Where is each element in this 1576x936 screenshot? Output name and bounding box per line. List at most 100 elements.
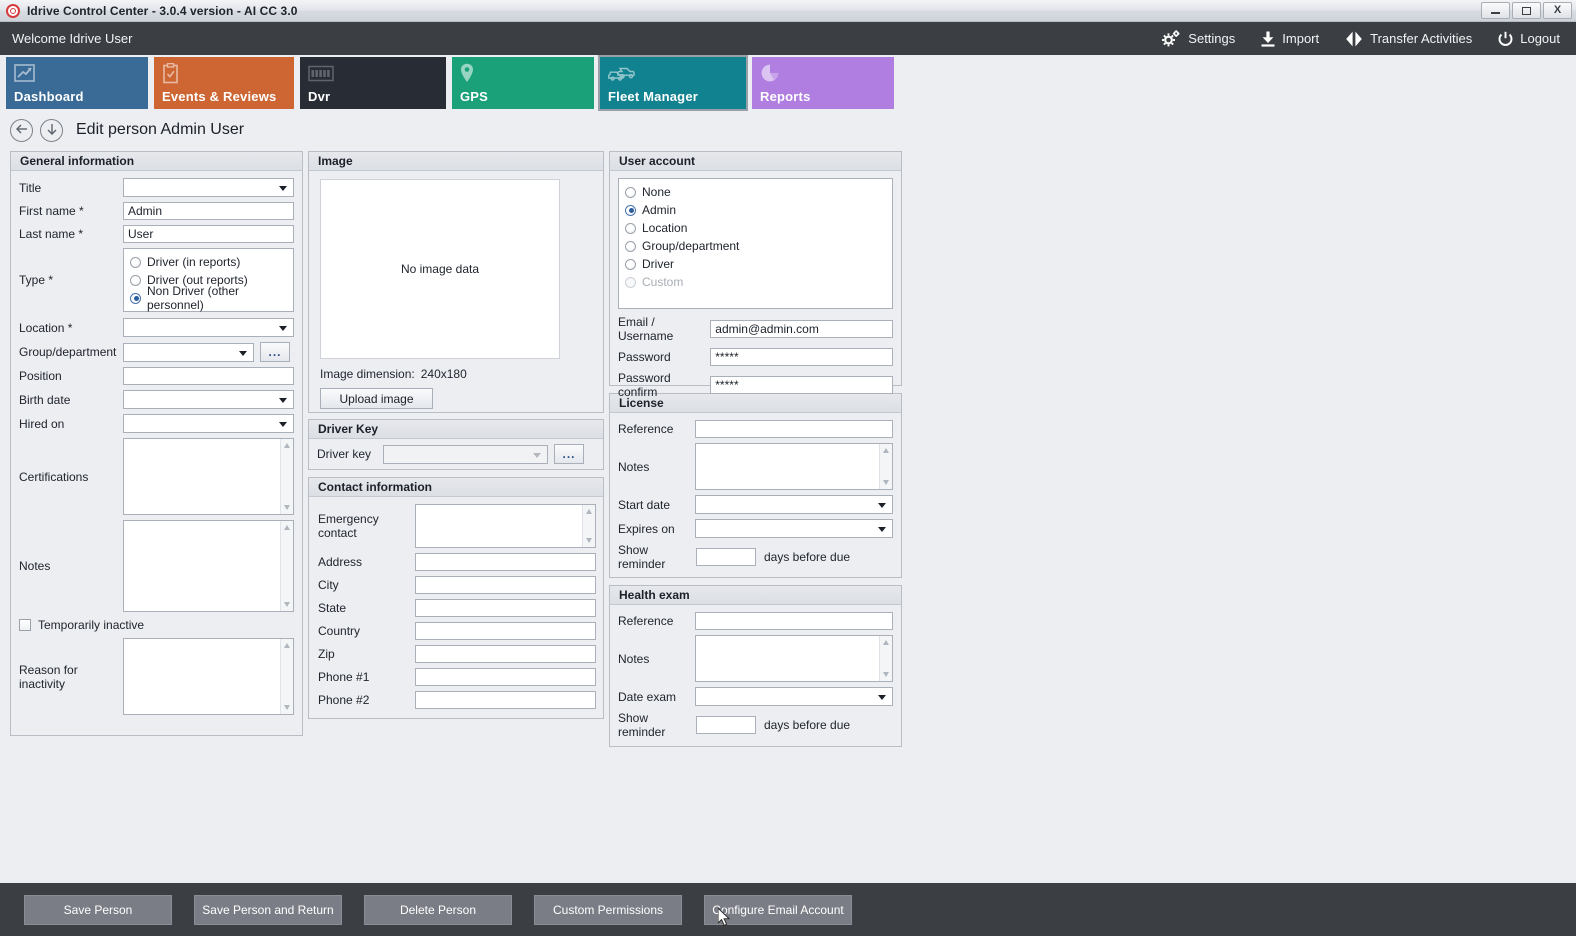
back-button[interactable] (10, 118, 33, 142)
scroll-down-icon (586, 538, 592, 543)
location-select[interactable] (123, 318, 294, 337)
page-title: Edit person Admin User (76, 121, 245, 138)
transfer-activities-button[interactable]: Transfer Activities (1345, 31, 1472, 47)
license-reference-input[interactable] (695, 420, 893, 438)
phone-2-input[interactable] (415, 691, 596, 709)
main-navigation: Dashboard Events & Reviews Dvr GPS (0, 55, 1576, 113)
contact-information-panel: Contact information Emergency contact Ad… (308, 477, 604, 719)
nav-tab-gps[interactable]: GPS (452, 57, 594, 109)
health-reminder-label: Show reminder (618, 711, 666, 739)
nav-tab-events-reviews-label: Events & Reviews (162, 89, 277, 104)
health-reminder-input[interactable] (696, 716, 756, 734)
notes-textarea[interactable] (123, 520, 294, 612)
nav-tab-fleet-manager[interactable]: Fleet Manager (598, 55, 748, 111)
health-reference-input[interactable] (695, 612, 893, 630)
last-name-input[interactable] (123, 225, 294, 243)
driver-key-select[interactable] (383, 444, 548, 464)
password-input[interactable] (710, 348, 893, 366)
nav-tab-dashboard[interactable]: Dashboard (6, 57, 148, 109)
window-controls: X (1481, 2, 1572, 19)
configure-email-account-button[interactable]: Configure Email Account (704, 894, 852, 925)
health-date-exam-select[interactable] (695, 687, 893, 706)
license-start-date-select[interactable] (695, 495, 893, 514)
group-department-select[interactable] (123, 342, 254, 362)
title-select[interactable] (123, 178, 294, 197)
email-username-input[interactable] (710, 320, 893, 338)
driver-key-browse-button[interactable]: ... (554, 444, 584, 464)
upload-image-button[interactable]: Upload image (320, 388, 433, 409)
license-notes-textarea[interactable] (695, 443, 893, 490)
import-button[interactable]: Import (1261, 31, 1319, 47)
map-pin-icon (460, 62, 594, 84)
delete-person-button[interactable]: Delete Person (364, 894, 512, 925)
pie-chart-icon (760, 62, 894, 84)
group-department-browse-button[interactable]: ... (260, 342, 290, 362)
nav-tab-events-reviews[interactable]: Events & Reviews (154, 57, 294, 109)
license-notes-label: Notes (618, 459, 650, 474)
logout-label: Logout (1520, 31, 1560, 46)
zip-label: Zip (318, 647, 335, 661)
role-option-group-department[interactable]: Group/department (625, 237, 886, 255)
state-input[interactable] (415, 599, 596, 617)
scrollbar[interactable] (280, 521, 293, 611)
chart-arrow-icon (14, 62, 148, 84)
top-toolbar: Welcome Idrive User Settings (0, 22, 1576, 55)
birth-date-select[interactable] (123, 390, 294, 409)
nav-tab-reports[interactable]: Reports (752, 57, 894, 109)
type-option-driver-out-reports[interactable]: Driver (out reports) (130, 271, 287, 289)
logout-button[interactable]: Logout (1498, 31, 1560, 47)
custom-permissions-button[interactable]: Custom Permissions (534, 894, 682, 925)
reason-for-inactivity-textarea[interactable] (123, 638, 294, 715)
toolbar-actions: Settings Import (1161, 30, 1568, 47)
first-name-label: First name * (19, 204, 84, 218)
license-reminder-input[interactable] (696, 548, 756, 566)
type-option-non-driver[interactable]: Non Driver (other personnel) (130, 284, 287, 312)
role-option-driver[interactable]: Driver (625, 255, 886, 273)
driver-key-panel: Driver Key Driver key ... (308, 419, 604, 470)
save-person-and-return-button[interactable]: Save Person and Return (194, 894, 342, 925)
scrollbar[interactable] (879, 636, 892, 681)
city-input[interactable] (415, 576, 596, 594)
image-dimension-value: 240x180 (420, 367, 467, 381)
zip-input[interactable] (415, 645, 596, 663)
country-input[interactable] (415, 622, 596, 640)
collapse-button[interactable] (40, 118, 63, 142)
phone-1-input[interactable] (415, 668, 596, 686)
health-reminder-suffix: days before due (764, 718, 851, 732)
reason-for-inactivity-label: Reason for inactivity (19, 662, 78, 691)
temporarily-inactive-checkbox[interactable]: Temporarily inactive (19, 618, 144, 632)
radio-icon (130, 274, 141, 286)
role-option-location[interactable]: Location (625, 219, 886, 237)
scrollbar[interactable] (280, 639, 293, 714)
save-person-button[interactable]: Save Person (24, 894, 172, 925)
close-button[interactable]: X (1543, 2, 1572, 19)
role-option-none[interactable]: None (625, 183, 886, 201)
scrollbar[interactable] (582, 505, 595, 547)
scroll-up-icon (586, 509, 592, 514)
license-expires-on-select[interactable] (695, 519, 893, 538)
nav-tab-dvr[interactable]: Dvr (300, 57, 446, 109)
scroll-down-icon (883, 672, 889, 677)
minimize-button[interactable] (1481, 2, 1510, 19)
first-name-input[interactable] (123, 202, 294, 220)
health-notes-textarea[interactable] (695, 635, 893, 682)
emergency-contact-textarea[interactable] (415, 504, 596, 548)
hired-on-label: Hired on (19, 416, 65, 431)
certifications-textarea[interactable] (123, 438, 294, 515)
role-option-admin[interactable]: Admin (625, 201, 886, 219)
hired-on-select[interactable] (123, 414, 294, 433)
transfer-activities-label: Transfer Activities (1370, 31, 1473, 46)
maximize-button[interactable] (1512, 2, 1541, 19)
scrollbar[interactable] (280, 439, 293, 514)
scrollbar[interactable] (879, 444, 892, 489)
nav-tab-reports-label: Reports (760, 89, 811, 104)
power-icon (1498, 31, 1513, 47)
image-preview: No image data (320, 179, 560, 359)
password-confirm-input[interactable] (710, 376, 893, 394)
license-expires-on-label: Expires on (618, 521, 675, 536)
position-input[interactable] (123, 367, 294, 385)
type-option-driver-in-reports[interactable]: Driver (in reports) (130, 253, 287, 271)
settings-button[interactable]: Settings (1161, 30, 1235, 47)
address-input[interactable] (415, 553, 596, 571)
user-role-radio-group: None Admin Location Group/department (618, 178, 893, 309)
